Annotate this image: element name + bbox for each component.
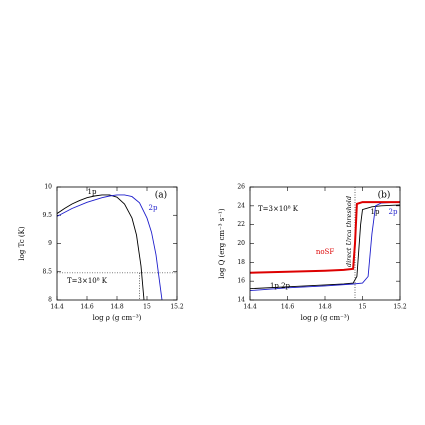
y-tick-label: 9 <box>48 240 52 247</box>
panel-label: (a) <box>155 190 167 201</box>
y-tick-label: 14 <box>237 297 245 304</box>
panel-label: (b) <box>378 190 391 201</box>
annotation: T=3×10⁸ K <box>258 205 299 213</box>
series-label: 2p <box>149 204 158 212</box>
series-label: noSF <box>316 248 335 256</box>
annotation: 1p 2p <box>270 282 291 290</box>
threshold-label: direct Urca threshold <box>345 196 353 267</box>
x-tick-label: 14.6 <box>80 304 94 311</box>
y-tick-label: 20 <box>237 240 245 247</box>
y-tick-label: 22 <box>237 221 245 228</box>
x-tick-label: 15.2 <box>170 304 184 311</box>
series-line <box>250 201 400 292</box>
series-line <box>250 201 400 274</box>
series-label: 1p <box>88 188 97 196</box>
annotation: T=3×10⁸ K <box>67 277 108 285</box>
y-tick-label: 8 <box>48 297 52 304</box>
x-tick-label: 15.2 <box>393 304 407 311</box>
plot-frame <box>56 186 178 301</box>
x-tick-label: 15 <box>143 304 151 311</box>
y-tick-label: 16 <box>237 278 245 285</box>
x-tick-label: 15 <box>359 304 367 311</box>
series-label: 2p <box>389 208 398 216</box>
x-tick-label: 14.4 <box>243 304 257 311</box>
x-axis-label: log ρ (g cm⁻³) <box>301 314 350 322</box>
x-tick-label: 14.8 <box>318 304 332 311</box>
y-tick-label: 9.5 <box>42 212 52 219</box>
series-line <box>57 194 163 300</box>
y-tick-label: 10 <box>44 184 52 191</box>
x-tick-label: 14.8 <box>110 304 124 311</box>
y-axis-label: log Q (erg cm⁻³ s⁻¹) <box>218 208 226 278</box>
y-tick-label: 24 <box>237 202 245 209</box>
y-tick-label: 26 <box>237 184 245 191</box>
x-tick-label: 14.6 <box>281 304 295 311</box>
y-tick-label: 8.5 <box>42 268 52 275</box>
x-axis-label: log ρ (g cm⁻³) <box>93 314 142 322</box>
y-tick-label: 18 <box>237 259 245 266</box>
y-axis-label: log Tc (K) <box>18 226 26 260</box>
series-line <box>57 194 145 300</box>
plot-frame <box>249 186 401 301</box>
series-line <box>250 204 400 290</box>
series-label: 1p <box>371 208 380 216</box>
x-tick-label: 14.4 <box>50 304 64 311</box>
